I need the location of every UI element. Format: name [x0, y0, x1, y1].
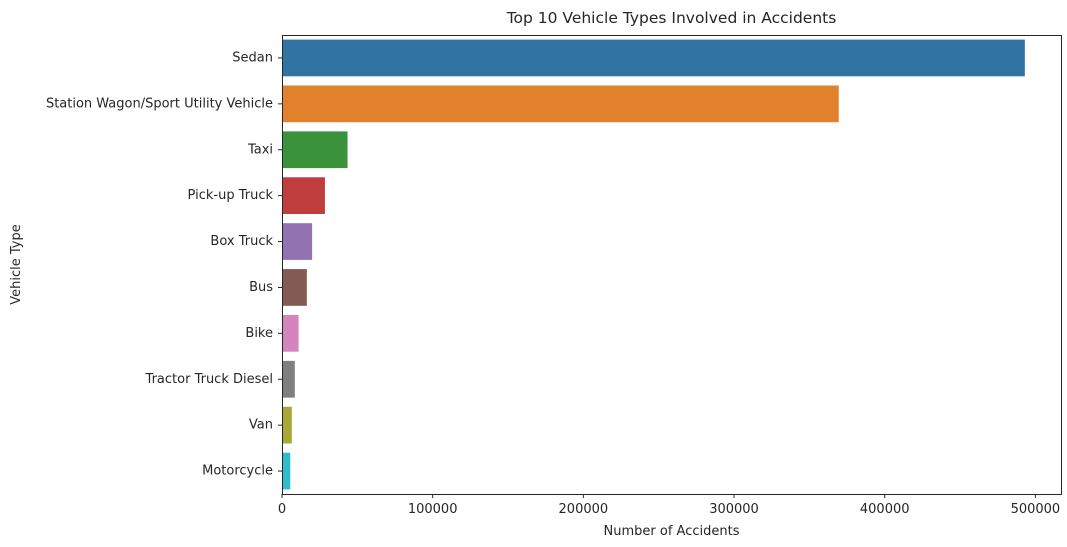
- x-tick-label: 300000: [709, 502, 759, 517]
- x-tick-label: 500000: [1011, 502, 1061, 517]
- y-tick-label: Sedan: [232, 50, 273, 65]
- bar-motorcycle: [282, 452, 291, 490]
- bar-van: [282, 406, 292, 444]
- bar-bike: [282, 314, 299, 352]
- y-ticks-group: Sedan Station Wagon/Sport Utility Vehicle…: [46, 50, 282, 479]
- y-axis-label: Vehicle Type: [9, 224, 24, 304]
- y-tick-label: Bus: [249, 280, 273, 295]
- bar-bus: [282, 269, 307, 306]
- bar-tractor-truck-diesel: [282, 360, 295, 398]
- bars-group: [282, 39, 1025, 490]
- y-tick-label: Tractor Truck Diesel: [145, 372, 273, 387]
- bar-sedan: [282, 39, 1025, 77]
- y-tick-label: Taxi: [247, 142, 273, 157]
- y-tick-label: Motorcycle: [202, 464, 273, 479]
- y-tick-label: Station Wagon/Sport Utility Vehicle: [46, 96, 273, 111]
- y-tick-label: Van: [249, 418, 273, 433]
- plot-frame: [282, 35, 1062, 495]
- y-tick-label: Bike: [245, 326, 273, 341]
- x-ticks-group: 0 100000 200000 300000 400000 500000: [278, 494, 1060, 517]
- bar-taxi: [282, 131, 348, 169]
- y-tick-label: Pick-up Truck: [188, 188, 274, 203]
- x-tick-label: 0: [278, 502, 286, 517]
- x-axis-label: Number of Accidents: [604, 524, 740, 539]
- x-tick-label: 200000: [559, 502, 609, 517]
- bar-pick-up-truck: [282, 177, 325, 215]
- chart-title: Top 10 Vehicle Types Involved in Acciden…: [506, 9, 837, 27]
- x-tick-label: 100000: [408, 502, 458, 517]
- y-tick-label: Box Truck: [210, 234, 273, 249]
- x-tick-label: 400000: [860, 502, 910, 517]
- bar-box-truck: [282, 223, 313, 260]
- bar-station-wagon-sport-utility-vehicle: [282, 85, 839, 123]
